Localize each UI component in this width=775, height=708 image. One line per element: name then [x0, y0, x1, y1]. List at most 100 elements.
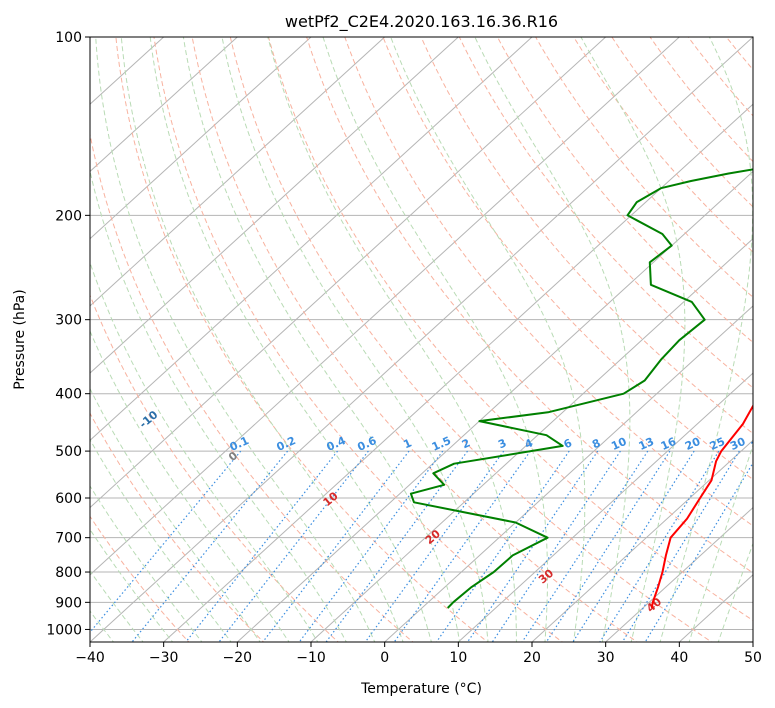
isotherm-line	[90, 37, 753, 642]
dry-adiabat	[754, 24, 775, 645]
mixing-ratio-label: 20	[683, 435, 703, 453]
mixing-ratio-line	[90, 450, 242, 634]
isotherm-line	[90, 37, 460, 374]
y-tick-label: 300	[55, 313, 82, 329]
x-tick-label: −30	[149, 650, 179, 666]
mixing-ratio-label: 2	[460, 436, 472, 451]
isotherm-line	[383, 305, 753, 642]
x-tick-label: 30	[597, 650, 615, 666]
dry-adiabat	[90, 293, 339, 642]
plot-area: -100-90-80-70-60-50-40-30-20-10010203040…	[90, 24, 775, 645]
y-tick-label: 500	[55, 444, 82, 460]
moist-adiabat	[90, 387, 261, 642]
y-tick-label: 400	[55, 387, 82, 403]
dry-adiabat	[90, 412, 265, 642]
x-tick-label: −20	[223, 650, 253, 666]
dry-adiabat	[496, 37, 753, 344]
temperature-line	[650, 403, 753, 609]
dry-adiabat	[229, 37, 713, 642]
dry-adiabat	[153, 37, 564, 642]
dry-adiabat	[725, 37, 753, 71]
mixing-ratio-line	[599, 450, 720, 642]
isotherm-line	[90, 37, 607, 509]
moist-adiabat	[474, 37, 631, 642]
isotherm-line	[531, 439, 753, 642]
mixing-ratio-line	[185, 450, 339, 642]
moist-adiabat	[90, 329, 290, 642]
y-tick-label: 1000	[46, 622, 82, 638]
moist-adiabat	[688, 443, 753, 642]
x-tick-label: −10	[296, 650, 326, 666]
y-tick-label: 800	[55, 565, 82, 581]
mixing-ratio-line	[491, 450, 621, 642]
mixing-ratio-label: 3	[496, 436, 508, 451]
moist-adiabat	[90, 169, 347, 642]
isotherm-line	[90, 37, 239, 173]
dry-adiabat-label: 10	[321, 489, 341, 509]
mixing-ratio-line	[435, 450, 570, 642]
x-axis: −40 −30 −20 −10 0 10 20 30 40 50	[75, 642, 762, 666]
dry-adiabat	[115, 37, 489, 642]
isotherm-line	[90, 37, 312, 240]
x-tick-label: 20	[523, 650, 541, 666]
dry-adiabat	[535, 37, 753, 298]
dry-adiabat	[420, 37, 753, 435]
isotherm-line	[90, 37, 386, 307]
mixing-ratio-line	[131, 450, 289, 642]
isobar-grid	[90, 37, 753, 630]
mixing-ratio-line	[298, 450, 444, 642]
isotherm-line	[90, 37, 533, 442]
dry-adiabat	[267, 37, 753, 622]
dry-adiabat-label: -10	[137, 408, 161, 431]
isotherm-line	[310, 237, 753, 642]
y-axis-label: Pressure (hPa)	[12, 289, 28, 389]
dry-adiabat	[90, 131, 414, 642]
mixing-ratio-lines	[90, 450, 753, 642]
mixing-ratio-line	[466, 450, 599, 642]
y-tick-label: 700	[55, 531, 82, 547]
mixing-ratio-line	[521, 450, 649, 642]
moist-adiabat	[182, 37, 461, 642]
mixing-ratio-label: 8	[590, 436, 602, 451]
y-tick-label: 200	[55, 208, 82, 224]
dry-adiabat	[649, 37, 753, 163]
mixing-ratio-line	[644, 461, 753, 642]
x-tick-label: 40	[670, 650, 688, 666]
mixing-ratio-label: 30	[728, 435, 748, 453]
moist-adiabat	[90, 438, 232, 642]
moist-adiabat	[580, 37, 686, 642]
isotherm-line	[604, 506, 753, 642]
x-tick-label: 50	[744, 650, 762, 666]
moist-adiabat	[221, 37, 489, 642]
mixing-ratio-label: 36	[749, 435, 769, 453]
dewpoint-line	[409, 168, 753, 609]
isotherm-grid	[90, 37, 753, 642]
moist-adiabat	[659, 37, 753, 642]
isotherm-line	[236, 170, 753, 642]
moist-adiabat	[120, 37, 404, 642]
x-tick-label: 10	[449, 650, 467, 666]
isotherm-line	[162, 103, 753, 642]
sounding-series	[409, 168, 753, 609]
moist-adiabat	[717, 542, 753, 642]
mixing-ratio-line	[545, 450, 671, 642]
mixing-ratio-line	[218, 450, 369, 642]
dry-adiabat-label: 30	[536, 566, 556, 586]
dry-adiabat	[344, 37, 753, 527]
y-tick-label: 600	[55, 491, 82, 507]
moist-adiabats	[90, 37, 753, 642]
dry-adiabat	[687, 37, 753, 117]
moist-adiabat	[95, 37, 376, 642]
y-tick-label: 100	[55, 30, 82, 46]
moist-adiabat	[390, 37, 586, 642]
dry-adiabat	[573, 37, 753, 253]
mixing-ratio-line	[262, 450, 410, 642]
mixing-ratio-label: 6	[562, 436, 575, 451]
dry-adiabat-label: 20	[423, 527, 443, 547]
mixing-ratio-label: 1	[401, 436, 413, 451]
mixing-ratio-label: 16	[659, 435, 679, 453]
x-tick-label: −40	[75, 650, 105, 666]
plot-frame	[89, 36, 754, 643]
x-tick-label: 0	[380, 650, 389, 666]
